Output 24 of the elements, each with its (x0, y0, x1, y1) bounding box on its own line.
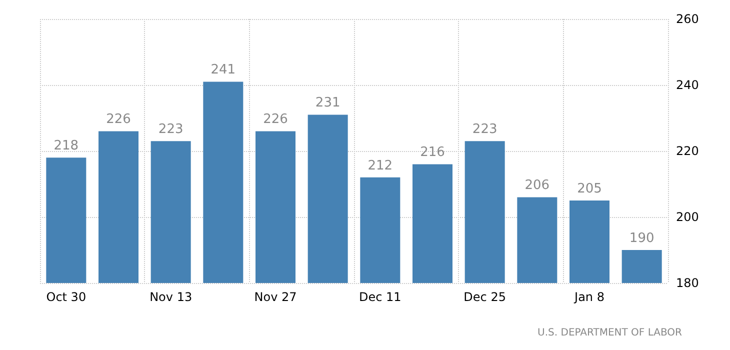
x-tick-label: Oct 30 (46, 290, 86, 304)
data-label: 226 (106, 112, 131, 128)
data-label: 206 (524, 178, 550, 194)
x-tick-label: Nov 27 (254, 290, 297, 304)
data-label: 218 (54, 138, 79, 154)
data-label: 226 (263, 112, 288, 128)
text: U.S. DEPARTMENT OF LABOR (538, 328, 682, 338)
x-tick-label: Dec 25 (464, 290, 506, 304)
data-label: 223 (158, 122, 184, 138)
y-tick-label: 220 (676, 144, 699, 158)
y-tick-label: 240 (676, 78, 699, 92)
x-tick-label: Nov 13 (150, 290, 192, 304)
y-tick-label: 200 (676, 210, 699, 224)
data-label: 241 (210, 62, 236, 78)
data-label: 231 (315, 96, 340, 111)
x-tick-label: Jan 8 (574, 290, 604, 304)
data-label: 205 (577, 182, 602, 196)
y-tick-label: 180 (676, 276, 699, 290)
data-label: 212 (368, 158, 393, 174)
y-tick-label: 260 (676, 12, 699, 26)
x-tick-label: Dec 11 (359, 290, 402, 304)
data-label: 216 (420, 145, 445, 160)
data-label: 190 (629, 231, 654, 246)
data-label: 223 (472, 122, 498, 138)
